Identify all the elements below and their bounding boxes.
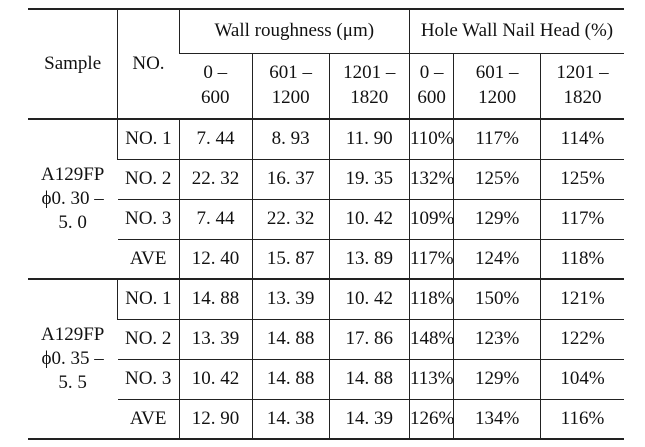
- row-no: NO. 3: [117, 359, 180, 400]
- table-row: NO. 3 10. 42 14. 88 14. 88 113% 129% 104…: [28, 359, 624, 400]
- row-no: NO. 1: [117, 118, 180, 160]
- cell-value: 117%: [539, 199, 624, 240]
- cell-value: 118%: [539, 239, 624, 280]
- cell-value: 14. 39: [328, 399, 410, 440]
- row-no: NO. 2: [117, 319, 180, 360]
- cell-value: 10. 42: [328, 278, 410, 320]
- table-row: AVE 12. 40 15. 87 13. 89 117% 124% 118%: [28, 239, 624, 280]
- cell-value: 104%: [539, 359, 624, 400]
- cell-value: 150%: [453, 278, 541, 320]
- row-no: NO. 2: [117, 159, 180, 200]
- cell-value: 122%: [539, 319, 624, 360]
- header-nail-head: Hole Wall Nail Head (%): [408, 8, 624, 54]
- sample-cell: A129FP ϕ0. 35 – 5. 5: [28, 278, 118, 440]
- cell-value: 7. 44: [178, 118, 252, 160]
- cell-value: 12. 90: [178, 399, 252, 440]
- cell-value: 124%: [453, 239, 541, 280]
- cell-value: 114%: [539, 118, 624, 160]
- cell-value: 117%: [453, 118, 541, 160]
- sample-cell: A129FP ϕ0. 30 – 5. 0: [28, 118, 118, 280]
- cell-value: 7. 44: [178, 199, 252, 240]
- cell-value: 10. 42: [178, 359, 252, 400]
- cell-value: 14. 88: [251, 359, 330, 400]
- table-row: AVE 12. 90 14. 38 14. 39 126% 134% 116%: [28, 399, 624, 440]
- header-wall-roughness: Wall roughness (μm): [178, 8, 410, 54]
- cell-value: 116%: [539, 399, 624, 440]
- header-range: 1201 –1820: [539, 53, 624, 120]
- cell-value: 109%: [408, 199, 454, 240]
- cell-value: 19. 35: [328, 159, 410, 200]
- cell-value: 8. 93: [251, 118, 330, 160]
- table-row: A129FP ϕ0. 30 – 5. 0 NO. 1 7. 44 8. 93 1…: [28, 118, 624, 280]
- row-no: NO. 3: [117, 199, 180, 240]
- cell-value: 121%: [539, 278, 624, 320]
- row-no: AVE: [117, 239, 180, 280]
- cell-value: 15. 87: [251, 239, 330, 280]
- table-row: NO. 2 22. 32 16. 37 19. 35 132% 125% 125…: [28, 159, 624, 200]
- cell-value: 10. 42: [328, 199, 410, 240]
- row-no: NO. 1: [117, 278, 180, 320]
- cell-value: 14. 38: [251, 399, 330, 440]
- roughness-table: Sample NO. Wall roughness (μm) Hole Wall…: [28, 8, 624, 440]
- cell-value: 22. 32: [251, 199, 330, 240]
- cell-value: 113%: [408, 359, 454, 400]
- header-range: 0 –600: [408, 53, 454, 120]
- header-range: 1201 –1820: [328, 53, 410, 120]
- cell-value: 125%: [539, 159, 624, 200]
- cell-value: 22. 32: [178, 159, 252, 200]
- cell-value: 123%: [453, 319, 541, 360]
- data-table-container: Sample NO. Wall roughness (μm) Hole Wall…: [28, 8, 624, 440]
- cell-value: 11. 90: [328, 118, 410, 160]
- header-range: 0 –600: [179, 53, 252, 120]
- cell-value: 125%: [453, 159, 541, 200]
- cell-value: 17. 86: [328, 319, 410, 360]
- cell-value: 126%: [408, 399, 454, 440]
- cell-value: 132%: [408, 159, 454, 200]
- table-row: A129FP ϕ0. 35 – 5. 5 NO. 1 14. 88 13. 39…: [28, 278, 624, 440]
- cell-value: 117%: [408, 239, 454, 280]
- cell-value: 14. 88: [251, 319, 330, 360]
- cell-value: 12. 40: [178, 239, 252, 280]
- cell-value: 129%: [453, 359, 541, 400]
- cell-value: 14. 88: [328, 359, 410, 400]
- header-no: NO.: [117, 8, 180, 120]
- cell-value: 134%: [453, 399, 541, 440]
- cell-value: 13. 39: [178, 319, 252, 360]
- cell-value: 14. 88: [178, 278, 252, 320]
- cell-value: 148%: [408, 319, 454, 360]
- cell-value: 118%: [408, 278, 454, 320]
- header-range: 601 –1200: [251, 53, 330, 120]
- header-range: 601 –1200: [453, 53, 541, 120]
- cell-value: 110%: [408, 118, 454, 160]
- table-row: NO. 2 13. 39 14. 88 17. 86 148% 123% 122…: [28, 319, 624, 360]
- cell-value: 13. 39: [251, 278, 330, 320]
- cell-value: 16. 37: [251, 159, 330, 200]
- cell-value: 13. 89: [328, 239, 410, 280]
- header-sample: Sample: [28, 8, 118, 120]
- row-no: AVE: [117, 399, 180, 440]
- table-row: NO. 3 7. 44 22. 32 10. 42 109% 129% 117%: [28, 199, 624, 240]
- cell-value: 129%: [453, 199, 541, 240]
